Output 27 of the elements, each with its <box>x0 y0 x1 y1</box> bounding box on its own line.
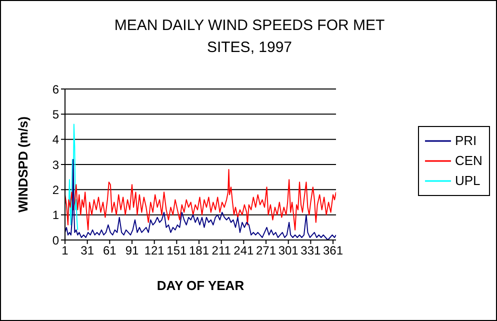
x-tick-label: 241 <box>234 244 254 258</box>
x-tick-label: 61 <box>102 244 117 258</box>
y-tick-label: 4 <box>52 132 60 147</box>
x-tick-label: 181 <box>188 244 210 258</box>
x-tick-label: 301 <box>278 244 299 258</box>
x-tick-label: 1 <box>62 244 69 258</box>
chart-title: MEAN DAILY WIND SPEEDS FOR MET SITES, 1997 <box>113 16 386 58</box>
x-tick-label: 271 <box>256 244 276 258</box>
x-tick-label: 91 <box>125 244 139 258</box>
x-axis-title: DAY OF YEAR <box>156 278 245 293</box>
x-tick-label: 361 <box>323 244 344 258</box>
y-axis-title: WINDSPD (m/s) <box>16 116 31 213</box>
x-tick-label: 121 <box>144 244 165 258</box>
x-tick-label: 211 <box>212 244 232 258</box>
y-tick-label: 5 <box>52 107 60 122</box>
legend-label: CEN <box>455 153 482 168</box>
x-tick-label: 331 <box>300 244 322 258</box>
legend-label: UPL <box>455 173 480 188</box>
x-tick-label: 31 <box>80 244 94 258</box>
line-series <box>65 124 78 230</box>
y-tick-label: 0 <box>52 233 60 248</box>
y-tick-label: 2 <box>52 182 60 197</box>
legend-label: PRI <box>455 133 477 148</box>
y-tick-label: 1 <box>52 208 60 222</box>
y-tick-label: 6 <box>52 82 60 96</box>
x-tick-label: 151 <box>166 244 188 258</box>
y-tick-label: 3 <box>52 158 60 172</box>
